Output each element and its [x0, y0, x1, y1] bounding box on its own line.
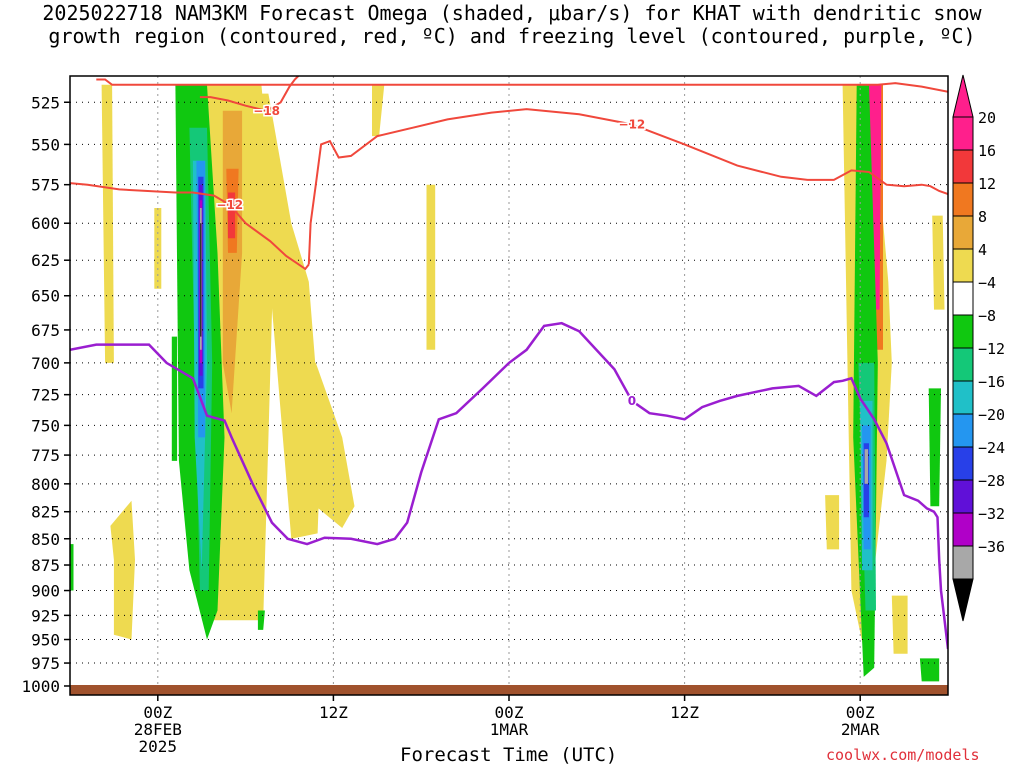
y-tick-label-675: 675 — [31, 321, 60, 340]
colorbar: 20 16 12 8 4 −4 −8 −12 −16 −20 −24 −28 −32 −36 — [952, 74, 1005, 622]
x-tick-label-0-2: 2025 — [139, 737, 178, 756]
y-tick-label-625: 625 — [31, 251, 60, 270]
colorbar-segment-12 — [952, 512, 974, 547]
omega-region-6 — [110, 500, 135, 640]
colorbar-segment-0 — [952, 116, 974, 151]
isotherm-label-2: −18 — [253, 104, 280, 118]
colorbar-label-8: −16 — [978, 373, 1005, 391]
colorbar-label-4: 4 — [978, 241, 987, 259]
omega-region-35 — [864, 449, 869, 484]
colorbar-segment-6 — [952, 314, 974, 349]
omega-region-18 — [171, 336, 178, 461]
omega-region-0 — [101, 84, 114, 363]
omega-region-23 — [919, 658, 940, 682]
chart-title-line-1: 2025022718 NAM3KM Forecast Omega (shaded… — [42, 1, 982, 25]
y-tick-label-975: 975 — [31, 654, 60, 673]
y-tick-label-525: 525 — [31, 93, 60, 112]
colorbar-label-3: 8 — [978, 208, 987, 226]
chart-title: 2025022718 NAM3KM Forecast Omega (shaded… — [0, 2, 1024, 48]
colorbar-segment-13 — [952, 545, 974, 580]
x-axis-label: Forecast Time (UTC) — [400, 744, 618, 766]
colorbar-segment-11 — [952, 479, 974, 514]
x-tick-label-20-1: 1MAR — [490, 720, 529, 739]
isotherm-line-2 — [199, 76, 300, 112]
colorbar-label-12: −32 — [978, 505, 1005, 523]
y-tick-label-900: 900 — [31, 582, 60, 601]
colorbar-label-1: 16 — [978, 142, 996, 160]
y-tick-label-650: 650 — [31, 287, 60, 306]
isotherm-line-3 — [96, 78, 948, 93]
colorbar-label-9: −20 — [978, 406, 1005, 424]
y-tick-label-725: 725 — [31, 386, 60, 405]
y-tick-label-775: 775 — [31, 446, 60, 465]
colorbar-label-11: −28 — [978, 472, 1005, 490]
isotherm-line-1 — [307, 108, 948, 265]
y-tick-label-750: 750 — [31, 416, 60, 435]
colorbar-label-10: −24 — [978, 439, 1005, 457]
plot-inner: −12 −12 −18 0 — [70, 76, 948, 695]
isotherm-line-0 — [70, 182, 310, 271]
colorbar-segment-1 — [952, 149, 974, 184]
colorbar-segment-8 — [952, 380, 974, 415]
omega-region-3 — [298, 362, 355, 528]
x-tick-label-40-0: 00Z — [846, 703, 875, 722]
y-tick-label-850: 850 — [31, 530, 60, 549]
omega-region-4 — [372, 84, 385, 137]
omega-region-10 — [932, 215, 945, 310]
x-tick-label-0-0: 00Z — [143, 703, 172, 722]
omega-region-20 — [70, 544, 74, 591]
y-tick-label-800: 800 — [31, 475, 60, 494]
colorbar-top-arrow — [952, 74, 974, 118]
y-tick-label-700: 700 — [31, 354, 60, 373]
omega-region-22 — [928, 388, 941, 507]
y-tick-label-950: 950 — [31, 631, 60, 650]
y-tick-label-550: 550 — [31, 135, 60, 154]
colorbar-label-2: 12 — [978, 175, 996, 193]
freezing-level-line — [70, 321, 948, 650]
x-tick-label-30-0: 12Z — [670, 703, 699, 722]
colorbar-segment-9 — [952, 413, 974, 448]
colorbar-segment-10 — [952, 446, 974, 481]
omega-region-11 — [891, 595, 908, 654]
colorbar-segment-4 — [952, 248, 974, 283]
omega-region-7 — [426, 184, 436, 350]
colorbar-segment-3 — [952, 215, 974, 250]
colorbar-segment-2 — [952, 182, 974, 217]
colorbar-label-7: −12 — [978, 340, 1005, 358]
chart-title-line-2: growth region (contoured, red, ºC) and f… — [48, 24, 976, 48]
y-tick-label-825: 825 — [31, 503, 60, 522]
omega-region-36 — [200, 223, 202, 337]
plot-area: −12 −12 −18 0 525 550 575 600 625 650 675 700 725 750… — [21, 75, 949, 756]
y-tick-label-600: 600 — [31, 214, 60, 233]
credit-text: coolwx.com/models — [826, 746, 980, 764]
isotherm-label-1: −12 — [619, 117, 646, 131]
colorbar-bottom-arrow — [952, 578, 974, 622]
y-tick-label-925: 925 — [31, 606, 60, 625]
x-tick-label-20-0: 00Z — [495, 703, 524, 722]
y-tick-label-575: 575 — [31, 176, 60, 195]
colorbar-segment-7 — [952, 347, 974, 382]
colorbar-segment-5 — [952, 281, 974, 316]
colorbar-label-0: 20 — [978, 109, 996, 127]
colorbar-label-13: −36 — [978, 538, 1005, 556]
x-tick-label-0-1: 28FEB — [134, 720, 182, 739]
colorbar-label-6: −8 — [978, 307, 996, 325]
colorbar-label-5: −4 — [978, 274, 996, 292]
y-tick-label-1000: 1000 — [21, 677, 60, 696]
omega-region-8 — [825, 495, 840, 550]
y-tick-label-875: 875 — [31, 556, 60, 575]
omega-region-19 — [257, 610, 265, 630]
freezing-level-label: 0 — [628, 394, 636, 408]
omega-region-5 — [154, 208, 162, 289]
terrain-strip — [70, 685, 948, 695]
isotherm-label-0: −12 — [216, 198, 243, 212]
x-tick-label-40-1: 2MAR — [841, 720, 880, 739]
x-tick-label-10-0: 12Z — [319, 703, 348, 722]
omega-region-2 — [259, 93, 322, 539]
